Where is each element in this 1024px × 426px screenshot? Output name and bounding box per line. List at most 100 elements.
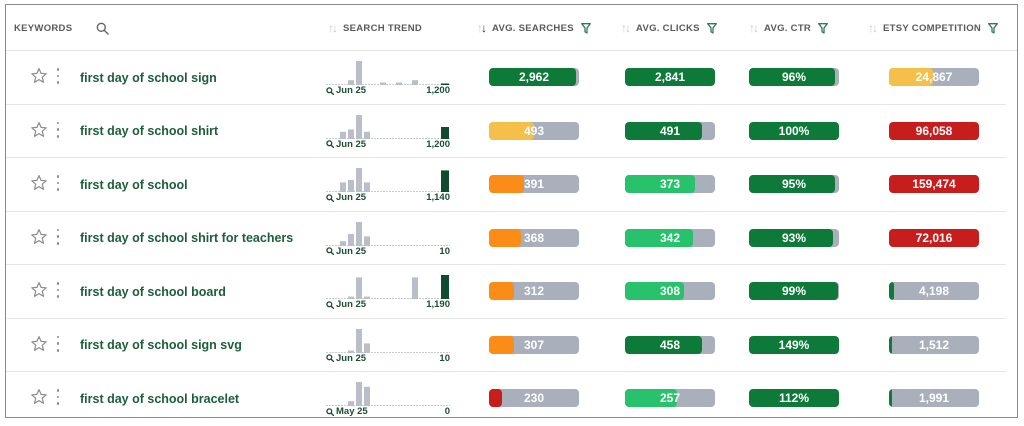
searches-bar: 2,962 [489,68,579,86]
keyword-label[interactable]: first day of school [80,177,188,192]
more-options-icon[interactable] [56,175,60,191]
searches-bar: 391 [489,175,579,193]
table-row[interactable]: first day of school bracelet May 25 0 230 25… [6,372,1006,417]
star-icon[interactable] [30,281,48,299]
star-icon[interactable] [30,121,48,139]
competition-value: 24,867 [915,70,953,84]
trend-bar [348,350,354,353]
competition-bar-fill [889,175,979,193]
clicks-bar-fill [625,175,696,193]
trend-sparkline [326,382,450,406]
search-trend-chart: Jun 25 1,200 [326,59,450,99]
trend-date: Jun 25 [326,85,366,96]
sort-arrows-icon[interactable]: ↑ ↓ [749,21,759,35]
trend-bar [348,296,354,299]
competition-bar-fill [889,389,892,407]
searches-bar: 230 [489,389,579,407]
header-avg-clicks[interactable]: ↑ ↓ AVG. CLICKS [621,5,717,51]
filter-icon[interactable] [988,22,999,34]
search-icon [326,247,334,255]
ctr-value: 149% [778,337,810,352]
trend-bar [412,277,418,299]
ctr-bar: 100% [749,121,839,140]
searches-value: 230 [523,391,545,405]
ctr-value: 95% [781,177,807,191]
sort-arrows-icon[interactable]: ↑ ↓ [621,21,631,35]
search-icon [326,193,334,202]
search-icon[interactable] [96,22,110,35]
table-row[interactable]: first day of school sign Jun 25 1,200 2,962… [6,51,1006,105]
filter-icon[interactable] [818,22,829,34]
competition-bar: 159,474 [889,175,979,193]
searches-bar: 493 [489,121,579,140]
clicks-bar-fill [625,228,694,247]
keyword-table: KEYWORDS ↑ ↓ SEARCH TREND ↑ ↓ AVG. SEARCHE… [5,4,1018,418]
star-icon[interactable] [30,228,48,246]
more-options-icon[interactable] [56,121,60,138]
clicks-bar: 308 [625,282,715,300]
more-options-icon[interactable] [56,282,60,298]
star-icon[interactable] [30,335,48,353]
header-avg-searches[interactable]: ↑ ↓ AVG. SEARCHES [477,5,591,51]
keyword-label[interactable]: first day of school shirt for teachers [80,231,294,245]
trend-date: Jun 25 [326,353,366,364]
keyword-label[interactable]: first day of school shirt [80,124,219,138]
sort-arrows-icon[interactable]: ↑ ↓ [328,21,338,35]
sort-arrows-icon[interactable]: ↑ ↓ [868,21,878,35]
ctr-value: 112% [778,391,810,405]
table-row[interactable]: first day of school shirt Jun 25 1,200 493 4… [6,105,1006,158]
trend-bar [364,296,370,299]
filter-icon[interactable] [580,22,591,34]
trend-bar [412,80,418,85]
more-options-icon[interactable] [56,68,60,84]
table-row[interactable]: first day of school board Jun 25 1,190 312 3… [6,265,1006,319]
searches-bar-fill [489,335,515,354]
star-icon[interactable] [30,388,48,406]
header-search-trend-label: SEARCH TREND [343,22,423,34]
star-icon[interactable] [30,174,48,192]
keyword-label[interactable]: first day of school sign [80,70,217,85]
keyword-label[interactable]: first day of school board [80,284,226,299]
keyword-label[interactable]: first day of school sign svg [80,338,242,352]
trend-bar [356,114,362,139]
trend-date-label: May 25 [336,406,368,417]
trend-bar [364,182,370,192]
search-icon [326,86,334,95]
table-row[interactable]: first day of school sign svg Jun 25 10 307 4… [6,319,1006,372]
clicks-value: 491 [659,123,681,138]
keyword-label[interactable]: first day of school bracelet [80,391,240,406]
more-options-icon[interactable] [56,228,60,245]
search-icon [326,354,334,362]
searches-value: 391 [523,177,545,191]
header-avg-ctr[interactable]: ↑ ↓ AVG. CTR [749,5,829,51]
trend-date-label: Jun 25 [336,299,367,310]
trend-date-label: Jun 25 [336,138,367,150]
trend-value: 1,140 [426,192,450,203]
trend-bar [441,126,449,139]
trend-bar [441,275,449,299]
header-avg-searches-label: AVG. SEARCHES [492,22,574,34]
filter-icon[interactable] [706,22,717,34]
ctr-bar: 93% [749,228,839,247]
trend-value: 10 [439,352,450,364]
table-row[interactable]: first day of school shirt for teachers Ju… [6,212,1006,265]
clicks-value: 2,841 [654,70,686,84]
table-row[interactable]: first day of school Jun 25 1,140 391 373 95% 1… [6,158,1006,212]
trend-bar [396,82,402,85]
trend-date: Jun 25 [326,192,366,203]
header-search-trend[interactable]: ↑ ↓ SEARCH TREND [328,5,422,51]
header-etsy-competition[interactable]: ↑ ↓ ETSY COMPETITION [868,5,999,51]
search-trend-chart: May 25 0 [326,380,450,417]
trend-sparkline [326,328,450,353]
more-options-icon[interactable] [56,389,60,405]
trend-bar [441,170,449,192]
competition-bar: 1,512 [889,335,979,354]
sort-arrows-icon[interactable]: ↑ ↓ [477,21,487,35]
ctr-bar: 99% [749,282,839,300]
more-options-icon[interactable] [56,335,60,352]
clicks-value: 308 [659,284,681,298]
trend-date-label: Jun 25 [336,85,367,96]
trend-value: 0 [444,406,450,417]
star-icon[interactable] [30,67,48,85]
trend-bar [364,235,370,246]
